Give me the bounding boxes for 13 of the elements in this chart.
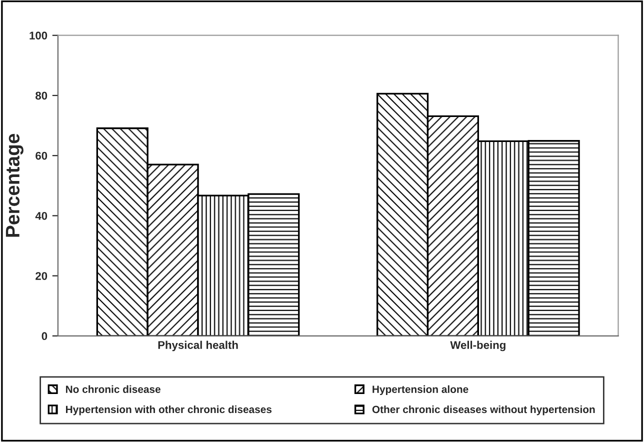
- legend-label: Hypertension alone: [372, 385, 468, 396]
- y-tick-label: 0: [42, 332, 48, 340]
- y-tick-label: 20: [36, 272, 48, 280]
- y-axis-title: Percentage: [6, 134, 24, 237]
- y-tick-label: 80: [36, 92, 48, 100]
- legend-label: Other chronic diseases without hypertension: [372, 405, 595, 416]
- y-tick-label: 60: [36, 152, 48, 160]
- y-tick-label: 100: [30, 32, 48, 40]
- x-tick-label: Well-being: [450, 340, 506, 352]
- y-tick-label: 40: [35, 212, 48, 220]
- legend-label: Hypertension with other chronic diseases: [66, 405, 272, 416]
- x-tick-label: Physical health: [158, 340, 238, 352]
- legend-label: No chronic disease: [66, 385, 160, 393]
